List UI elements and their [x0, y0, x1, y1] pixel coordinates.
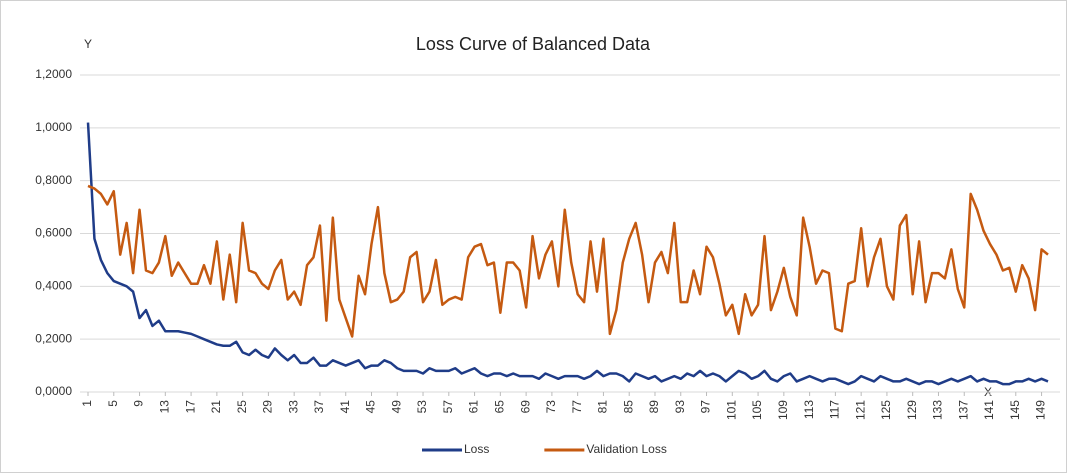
legend-label: Validation Loss — [586, 442, 667, 456]
x-tick-label: 149 — [1034, 400, 1048, 420]
y-tick-label: 0,2000 — [35, 331, 72, 345]
x-tick-label: 141 — [982, 400, 996, 420]
legend-label: Loss — [464, 442, 489, 456]
y-tick-label: 0,4000 — [35, 279, 72, 293]
x-tick-label: 29 — [261, 400, 275, 414]
x-tick-label: 17 — [183, 400, 197, 414]
x-tick-label: 65 — [493, 400, 507, 414]
chart-title: Loss Curve of Balanced Data — [416, 34, 651, 54]
series-line — [87, 184, 1049, 338]
x-tick-label: 121 — [853, 400, 867, 420]
x-tick-label: 81 — [596, 400, 610, 414]
x-tick-label: 93 — [673, 400, 687, 414]
x-tick-label: 105 — [750, 400, 764, 420]
x-tick-label: 53 — [415, 400, 429, 414]
x-tick-label: 57 — [441, 400, 455, 414]
x-tick-label: 21 — [209, 400, 223, 414]
x-tick-label: 77 — [570, 400, 584, 414]
x-tick-label: 133 — [931, 400, 945, 420]
x-tick-label: 113 — [802, 400, 816, 419]
x-tick-label: 5 — [106, 400, 120, 407]
y-tick-label: 0,8000 — [35, 173, 72, 187]
x-tick-label: 89 — [647, 400, 661, 414]
x-tick-label: 145 — [1008, 400, 1022, 420]
x-tick-label: 117 — [828, 400, 842, 419]
x-tick-label: 73 — [544, 400, 558, 414]
x-tick-label: 61 — [467, 400, 481, 414]
x-tick-label: 97 — [699, 400, 713, 414]
x-tick-label: 85 — [621, 400, 635, 414]
y-tick-label: 1,0000 — [35, 120, 72, 134]
x-tick-label: 49 — [389, 400, 403, 414]
x-tick-label: 37 — [312, 400, 326, 414]
x-tick-label: 41 — [338, 400, 352, 414]
x-tick-label: 69 — [518, 400, 532, 414]
x-tick-label: 125 — [879, 400, 893, 420]
x-tick-label: 45 — [364, 400, 378, 414]
y-tick-label: 0,0000 — [35, 384, 72, 398]
series-line — [86, 122, 1049, 386]
x-tick-label: 9 — [132, 400, 146, 407]
x-tick-label: 13 — [157, 400, 171, 414]
x-tick-label: 33 — [286, 400, 300, 414]
x-tick-label: 109 — [776, 400, 790, 420]
x-tick-label: 137 — [956, 400, 970, 420]
y-tick-label: 0,6000 — [35, 226, 72, 240]
x-tick-label: 101 — [724, 400, 738, 420]
x-tick-label: 129 — [905, 400, 919, 420]
x-tick-label: 1 — [80, 400, 94, 407]
y-axis-label: Y — [84, 37, 92, 51]
y-tick-label: 1,2000 — [35, 67, 72, 81]
x-tick-label: 25 — [235, 400, 249, 414]
